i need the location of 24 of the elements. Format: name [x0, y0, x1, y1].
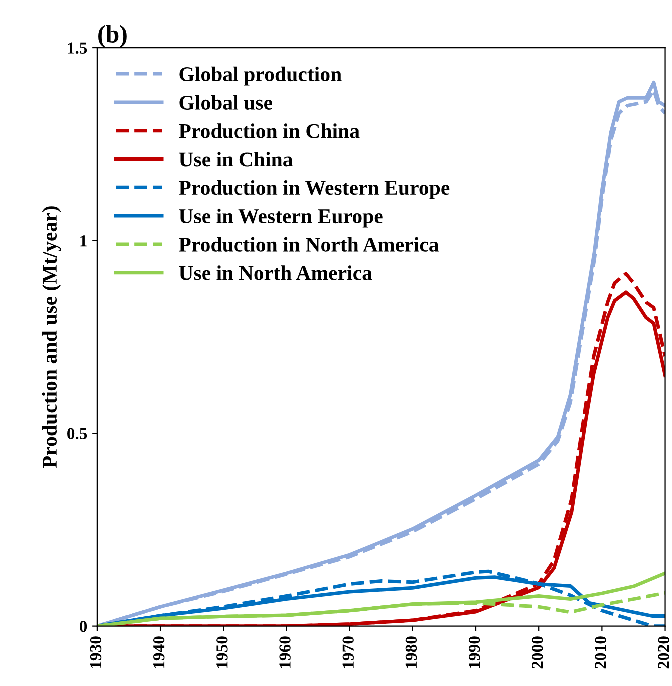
x-tick-label: 1960 — [280, 636, 291, 668]
legend-label: Production in North America — [179, 237, 439, 252]
x-tick-label: 1930 — [90, 636, 102, 668]
x-tick-label: 2020 — [658, 636, 670, 669]
x-tick-label: 2010 — [595, 636, 606, 669]
y-tick-label: 0 — [80, 621, 88, 632]
legend-label: Global production — [180, 66, 342, 86]
y-tick-label: 1.5 — [68, 42, 88, 54]
x-tick-label: 1990 — [468, 636, 480, 668]
x-tick-label: 1980 — [406, 636, 418, 668]
y-tick-label: 0.5 — [68, 428, 88, 440]
legend-label: Use in North America — [179, 266, 372, 280]
x-tick-label: 2000 — [532, 636, 544, 669]
legend-label: Production in Western Europe — [179, 180, 450, 200]
legend-label: Use in China — [179, 152, 293, 167]
y-axis-title: Production and use (Mt/year) — [42, 206, 62, 468]
legend-label: Global use — [180, 95, 272, 110]
chart-title: (b) — [98, 25, 127, 48]
x-tick-label: 1970 — [342, 636, 354, 668]
x-tick-label: 1940 — [153, 636, 165, 668]
y-tick-label: 1 — [80, 236, 87, 247]
x-tick-label: 1950 — [216, 636, 228, 668]
legend-label: Use in Western Europe — [179, 208, 383, 228]
legend-label: Production in China — [179, 124, 360, 138]
